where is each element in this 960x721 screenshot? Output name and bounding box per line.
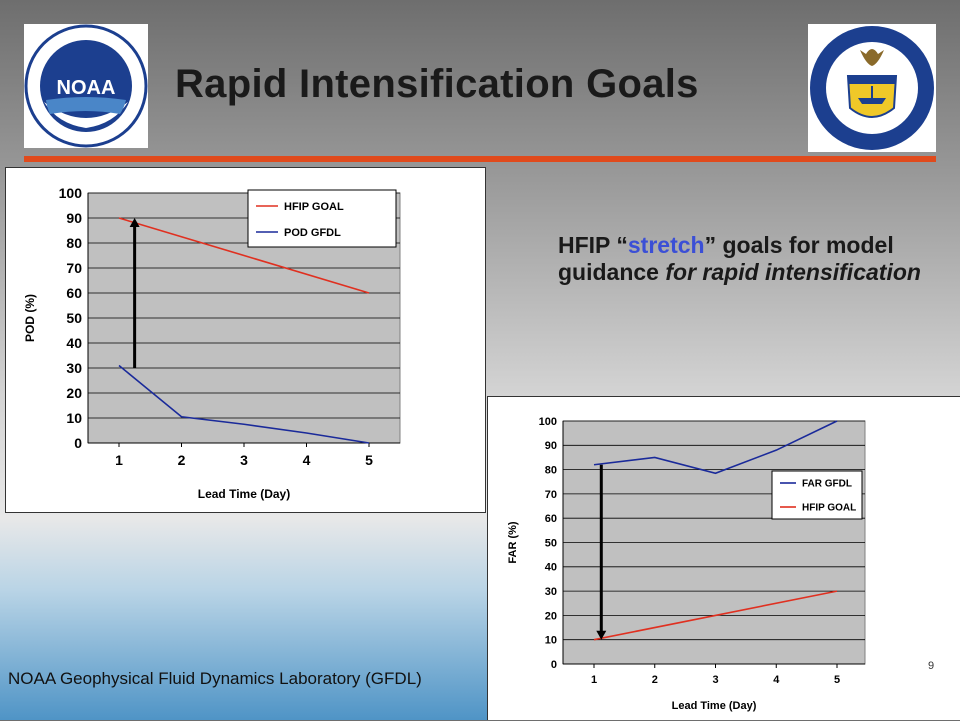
pod-y-tick-label: 20 [66, 385, 82, 401]
pod-y-tick-label: 0 [74, 435, 82, 451]
pod-y-tick-label: 60 [66, 285, 82, 301]
pod-x-tick-label: 1 [115, 452, 123, 468]
far-y-axis-label: FAR (%) [507, 521, 519, 564]
far-x-tick-label: 4 [773, 674, 780, 686]
pod-x-tick-label: 5 [365, 452, 373, 468]
stretch-word: stretch [627, 232, 705, 258]
far-y-tick-label: 20 [545, 610, 557, 622]
pod-legend-label: HFIP GOAL [284, 201, 344, 213]
pod-x-tick-label: 2 [178, 452, 186, 468]
pod-series-line-hfip-goal [118, 217, 370, 294]
stretch-text-part3: ” goals for model guidance [558, 232, 894, 285]
far-chart-frame: 0 10 20 30 40 50 60 70 80 90 100 1 2 3 4 5 Lead Time (Da… [487, 396, 960, 720]
title-divider [24, 156, 936, 162]
pod-y-tick-label: 90 [66, 210, 82, 226]
far-y-tick-label: 80 [545, 464, 557, 476]
pod-legend-box [247, 189, 397, 248]
footer-text: NOAA Geophysical Fluid Dynamics Laborato… [8, 669, 422, 688]
stretch-goals-text: HFIP “stretch” goals for model guidance … [558, 232, 938, 286]
pod-x-axis-label: Lead Time (Day) [198, 487, 290, 501]
pod-y-tick-label: 40 [66, 335, 82, 351]
pod-y-tick-label: 70 [66, 260, 82, 276]
pod-chart-frame: 0 10 20 30 40 50 60 70 80 90 100 1 2 3 4 5 Lead Time (Da… [5, 167, 486, 513]
far-series-line-far-gfdl [593, 420, 838, 475]
far-series-line-hfip-goal [593, 590, 838, 641]
far-y-tick-label: 40 [545, 562, 557, 574]
far-chart: 0 10 20 30 40 50 60 70 80 90 100 1 2 3 4 5 Lead Time (Da… [507, 416, 866, 712]
pod-x-tick-label: 3 [240, 452, 248, 468]
department-of-commerce-seal [808, 24, 936, 152]
far-y-tick-label: 60 [545, 513, 557, 525]
pod-y-tick-label: 80 [66, 235, 82, 251]
far-x-axis-label: Lead Time (Day) [672, 700, 757, 712]
far-x-tick-label: 3 [712, 674, 718, 686]
page-title: Rapid Intensification Goals [175, 62, 699, 106]
noaa-logo: NOAA [24, 24, 148, 148]
page-number: 9 [928, 660, 935, 672]
pod-arrow-head [129, 218, 140, 227]
far-x-tick-label: 1 [591, 674, 597, 686]
pod-y-axis-label: POD (%) [23, 294, 37, 342]
pod-series-line-pod-gfdl [118, 364, 370, 444]
far-x-tick-label: 2 [652, 674, 658, 686]
far-y-tick-label: 10 [545, 635, 557, 647]
pod-legend-label: POD GFDL [284, 227, 341, 239]
far-y-tick-label: 70 [545, 489, 557, 501]
far-y-tick-label: 90 [545, 440, 557, 452]
pod-chart: 0 10 20 30 40 50 60 70 80 90 100 1 2 3 4 5 Lead Time (Da… [23, 185, 401, 501]
noaa-logo-center-text: NOAA [57, 77, 116, 99]
far-legend-label: FAR GFDL [802, 479, 852, 490]
pod-x-tick-label: 4 [303, 452, 311, 468]
stretch-text-part1: HFIP “ [558, 232, 628, 258]
stretch-text-part4: for rapid intensification [665, 259, 921, 285]
far-y-tick-label: 50 [545, 537, 557, 549]
far-y-tick-label: 30 [545, 586, 557, 598]
far-arrow-head [596, 630, 607, 640]
pod-y-tick-label: 30 [66, 360, 82, 376]
far-legend-label: HFIP GOAL [802, 503, 856, 514]
far-legend-box [771, 470, 863, 520]
pod-y-tick-label: 100 [59, 185, 83, 201]
far-x-tick-label: 5 [834, 674, 840, 686]
pod-y-tick-label: 10 [66, 410, 82, 426]
far-y-tick-label: 0 [551, 659, 557, 671]
pod-y-tick-label: 50 [66, 310, 82, 326]
far-y-tick-label: 100 [539, 416, 557, 428]
